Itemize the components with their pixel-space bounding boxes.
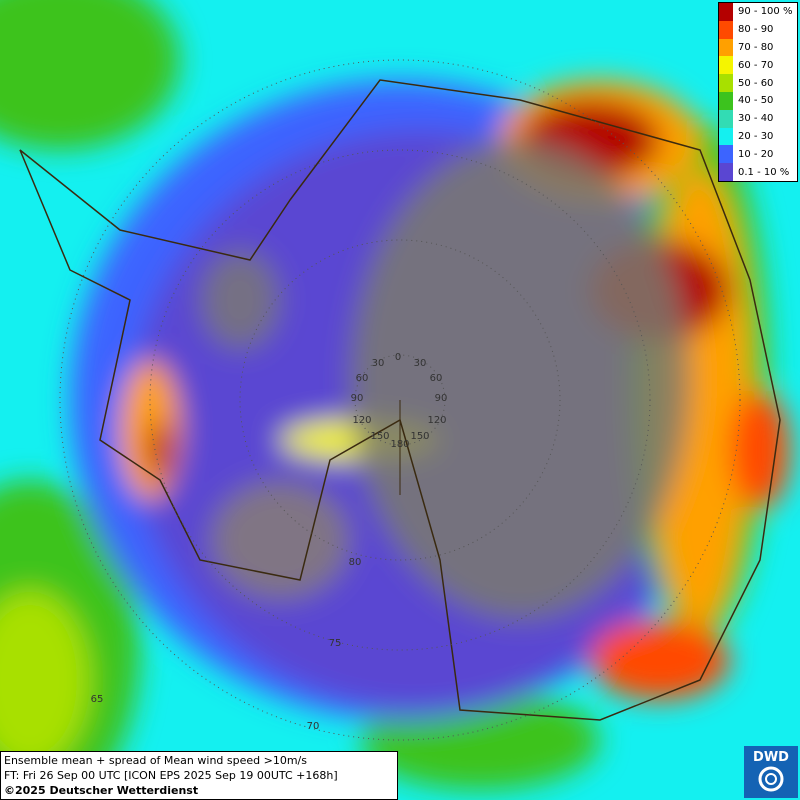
legend-swatch (719, 163, 733, 181)
legend-swatch (719, 109, 733, 128)
legend-swatch (719, 56, 733, 75)
legend-swatch (719, 20, 733, 39)
legend-swatch (719, 145, 733, 164)
longitude-label: 150 (410, 431, 429, 442)
legend-item: 80 - 90 (719, 20, 797, 39)
longitude-label: 30 (372, 358, 385, 369)
legend-swatch (719, 91, 733, 110)
caption-line: FT: Fri 26 Sep 00 UTC [ICON EPS 2025 Sep… (4, 769, 338, 782)
logo-text: DWD (753, 750, 789, 765)
legend-label: 0.1 - 10 % (738, 166, 790, 178)
legend-swatch (719, 127, 733, 146)
longitude-label: 90 (351, 393, 364, 404)
legend-item: 50 - 60 (719, 74, 797, 92)
longitude-label: 0 (395, 352, 401, 363)
legend: 90 - 100 % 80 - 90 70 - 80 60 - 70 50 - 60 40… (718, 2, 798, 182)
legend-item: 0.1 - 10 % (719, 163, 797, 181)
legend-swatch (719, 74, 733, 92)
caption-line: Ensemble mean + spread of Mean wind spee… (4, 754, 307, 767)
logo-icon (758, 766, 784, 792)
legend-item: 10 - 20 (719, 145, 797, 164)
legend-label: 70 - 80 (738, 41, 774, 53)
legend-item: 70 - 80 (719, 38, 797, 57)
latitude-label: 70 (307, 721, 320, 732)
legend-item: 90 - 100 % (719, 3, 797, 21)
logo: DWD (744, 746, 798, 798)
graticule (239, 239, 561, 561)
longitude-label: 90 (435, 393, 448, 404)
longitude-label: 150 (370, 431, 389, 442)
legend-item: 20 - 30 (719, 127, 797, 146)
longitude-label: 120 (352, 415, 371, 426)
latitude-label: 75 (329, 638, 342, 649)
longitude-label: 180 (390, 439, 409, 450)
longitude-label: 60 (356, 373, 369, 384)
legend-label: 50 - 60 (738, 77, 774, 89)
legend-label: 30 - 40 (738, 113, 774, 125)
legend-label: 10 - 20 (738, 148, 774, 160)
latitude-label: 65 (91, 694, 104, 705)
latitude-label: 80 (349, 557, 362, 568)
legend-label: 20 - 30 (738, 130, 774, 142)
longitude-label: 120 (427, 415, 446, 426)
legend-item: 30 - 40 (719, 109, 797, 128)
legend-swatch (719, 38, 733, 57)
legend-item: 40 - 50 (719, 91, 797, 110)
legend-item: 60 - 70 (719, 56, 797, 75)
legend-swatch (719, 3, 733, 21)
legend-label: 60 - 70 (738, 59, 774, 71)
caption-line: ©2025 Deutscher Wetterdienst (4, 784, 199, 797)
longitude-label: 30 (414, 358, 427, 369)
longitude-label: 60 (430, 373, 443, 384)
legend-label: 40 - 50 (738, 95, 774, 107)
legend-label: 90 - 100 % (738, 6, 793, 18)
legend-label: 80 - 90 (738, 24, 774, 36)
caption: Ensemble mean + spread of Mean wind spee… (0, 751, 398, 800)
graticule (59, 59, 741, 741)
graticule (149, 149, 651, 651)
